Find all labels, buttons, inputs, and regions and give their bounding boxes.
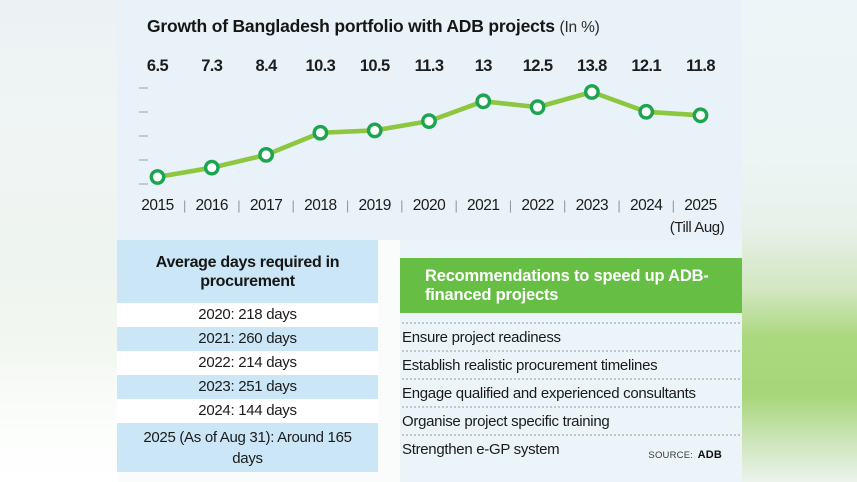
x-axis-year-label: 2024 [629, 197, 663, 214]
x-axis-separator: | [400, 198, 404, 213]
chart-x-axis-note: (Till Aug) [669, 219, 725, 236]
x-axis-year-label: 2018 [304, 197, 337, 214]
x-axis-year-label: 2022 [521, 197, 554, 214]
source-label: SOURCE: [648, 450, 694, 461]
x-axis-separator: | [454, 198, 458, 213]
x-axis-year-label: 2025 [684, 197, 717, 214]
table-row: 2020: 218 days [117, 303, 378, 327]
recommendation-item: Strengthen e-GP system [402, 434, 740, 462]
data-label: 13.8 [577, 57, 607, 75]
x-axis-separator: | [671, 198, 676, 213]
x-axis-separator: | [237, 198, 241, 213]
background-right-haze [742, 0, 857, 260]
source-attribution: SOURCE: ADB [648, 445, 722, 463]
recommendation-item: Organise project specific training [402, 406, 740, 434]
x-axis-year-label: 2021 [467, 197, 500, 214]
x-axis-separator: | [291, 198, 295, 213]
x-axis-year-label: 2023 [575, 197, 609, 214]
data-label: 6.5 [146, 57, 169, 75]
y-axis-tick [139, 159, 148, 161]
chart-title-unit: (In %) [559, 19, 600, 36]
procurement-table-header: Average days required in procurement [155, 253, 340, 290]
recommendation-item: Establish realistic procurement timeline… [402, 350, 740, 378]
data-label: 12.1 [631, 57, 662, 75]
background-left-blur [0, 0, 118, 482]
x-axis-separator: | [563, 198, 567, 213]
recommendation-item: Engage qualified and experienced consult… [402, 378, 740, 406]
y-axis-tick [139, 111, 148, 113]
procurement-table-rows: 2020: 218 days 2021: 260 days 2022: 214 da… [117, 303, 378, 472]
table-row: 2023: 251 days [117, 375, 378, 399]
x-axis-year-label: 2016 [195, 197, 229, 214]
table-row: 2024: 144 days [117, 399, 378, 423]
x-axis-separator: | [182, 198, 187, 213]
x-axis-year-label: 2015 [141, 197, 174, 214]
x-axis-separator: | [508, 198, 513, 213]
data-label: 10.3 [305, 57, 336, 75]
x-axis-separator: | [617, 198, 621, 213]
chart-title: Growth of Bangladesh portfolio with ADB … [147, 16, 600, 37]
recommendations-list: Ensure project readiness Establish realis… [402, 322, 740, 462]
data-label: 11.8 [686, 57, 715, 75]
data-label: 8.4 [255, 57, 278, 75]
data-label: 11.3 [414, 57, 444, 75]
x-axis-year-label: 2019 [358, 197, 391, 214]
table-row: 2025 (As of Aug 31): Around 165 days [117, 423, 378, 472]
procurement-days-table: Average days required in procurement 202… [117, 240, 378, 472]
data-label: 13 [474, 57, 493, 75]
recommendation-item: Ensure project readiness [402, 322, 740, 350]
x-axis-separator: | [345, 198, 350, 213]
source-value: ADB [697, 449, 722, 461]
table-row: 2022: 214 days [117, 351, 378, 375]
data-label: 7.3 [201, 57, 223, 75]
y-axis-tick [139, 135, 148, 137]
recommendations-panel: Recommendations to speed up ADB-financed… [400, 240, 742, 482]
x-axis-year-label: 2020 [412, 197, 446, 214]
data-label: 12.5 [522, 57, 553, 75]
recommendations-header: Recommendations to speed up ADB-financed… [400, 258, 742, 313]
y-axis-tick [139, 183, 148, 185]
y-axis-tick [139, 87, 148, 89]
chart-title-text: Growth of Bangladesh portfolio with ADB … [147, 16, 555, 36]
data-label: 10.5 [359, 57, 390, 75]
x-axis-year-label: 2017 [249, 197, 283, 214]
table-row: 2021: 260 days [117, 327, 378, 351]
